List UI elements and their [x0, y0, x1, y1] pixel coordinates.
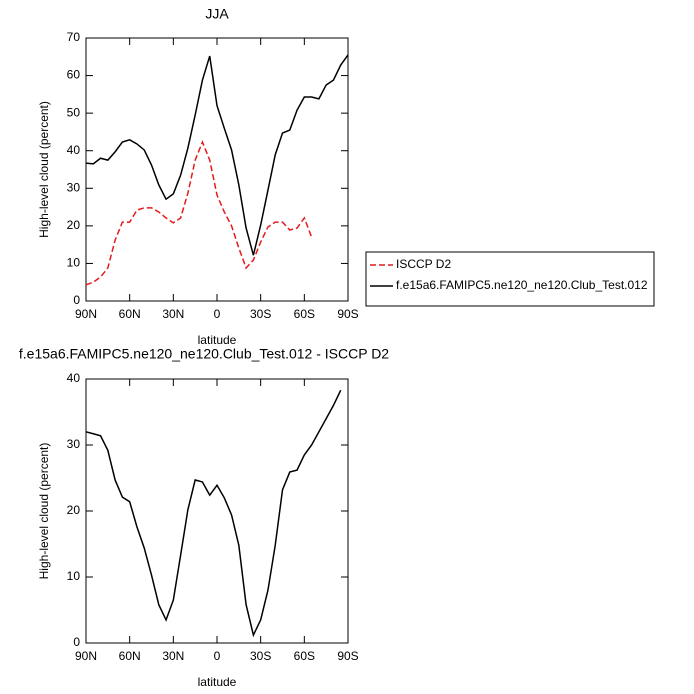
x-tick-label: 90N — [75, 649, 97, 663]
chart-title: f.e15a6.FAMIPC5.ne120_ne120.Club_Test.01… — [19, 346, 389, 362]
y-tick-label: 20 — [67, 218, 81, 232]
data-line — [85, 389, 342, 638]
x-tick-label: 60N — [119, 307, 141, 321]
y-tick-label: 30 — [67, 437, 81, 451]
x-tick-label: 60S — [294, 649, 315, 663]
x-axis-label: latitude — [198, 675, 237, 689]
y-tick-label: 10 — [67, 569, 81, 583]
plot-frame — [85, 37, 349, 302]
x-tick-label: 30S — [250, 307, 271, 321]
y-tick-label: 60 — [67, 68, 81, 82]
x-tick-label: 60N — [119, 649, 141, 663]
x-tick-label: 90S — [337, 649, 358, 663]
legend-box — [365, 251, 655, 307]
plot-frame — [85, 378, 349, 644]
x-axis-label: latitude — [198, 333, 237, 347]
y-axis-label: High-level cloud (percent) — [37, 101, 51, 238]
x-tick-label: 90S — [337, 307, 358, 321]
x-tick-label: 30N — [162, 649, 184, 663]
data-line — [85, 54, 349, 256]
x-tick-label: 0 — [214, 649, 221, 663]
y-tick-label: 0 — [73, 293, 80, 307]
y-tick-label: 50 — [67, 105, 81, 119]
y-tick-label: 40 — [67, 371, 81, 385]
y-tick-label: 20 — [67, 503, 81, 517]
legend-label: ISCCP D2 — [396, 257, 451, 271]
x-tick-label: 30N — [162, 307, 184, 321]
x-tick-label: 90N — [75, 307, 97, 321]
y-tick-label: 10 — [67, 256, 81, 270]
chart-title: JJA — [205, 6, 229, 22]
y-tick-label: 40 — [67, 143, 81, 157]
y-tick-label: 0 — [73, 635, 80, 649]
data-line — [85, 140, 313, 286]
x-tick-label: 30S — [250, 649, 271, 663]
y-tick-label: 70 — [67, 30, 81, 44]
legend-label: f.e15a6.FAMIPC5.ne120_ne120.Club_Test.01… — [396, 278, 648, 292]
y-tick-label: 30 — [67, 180, 81, 194]
x-tick-label: 0 — [214, 307, 221, 321]
y-axis-label: High-level cloud (percent) — [37, 443, 51, 580]
x-tick-label: 60S — [294, 307, 315, 321]
